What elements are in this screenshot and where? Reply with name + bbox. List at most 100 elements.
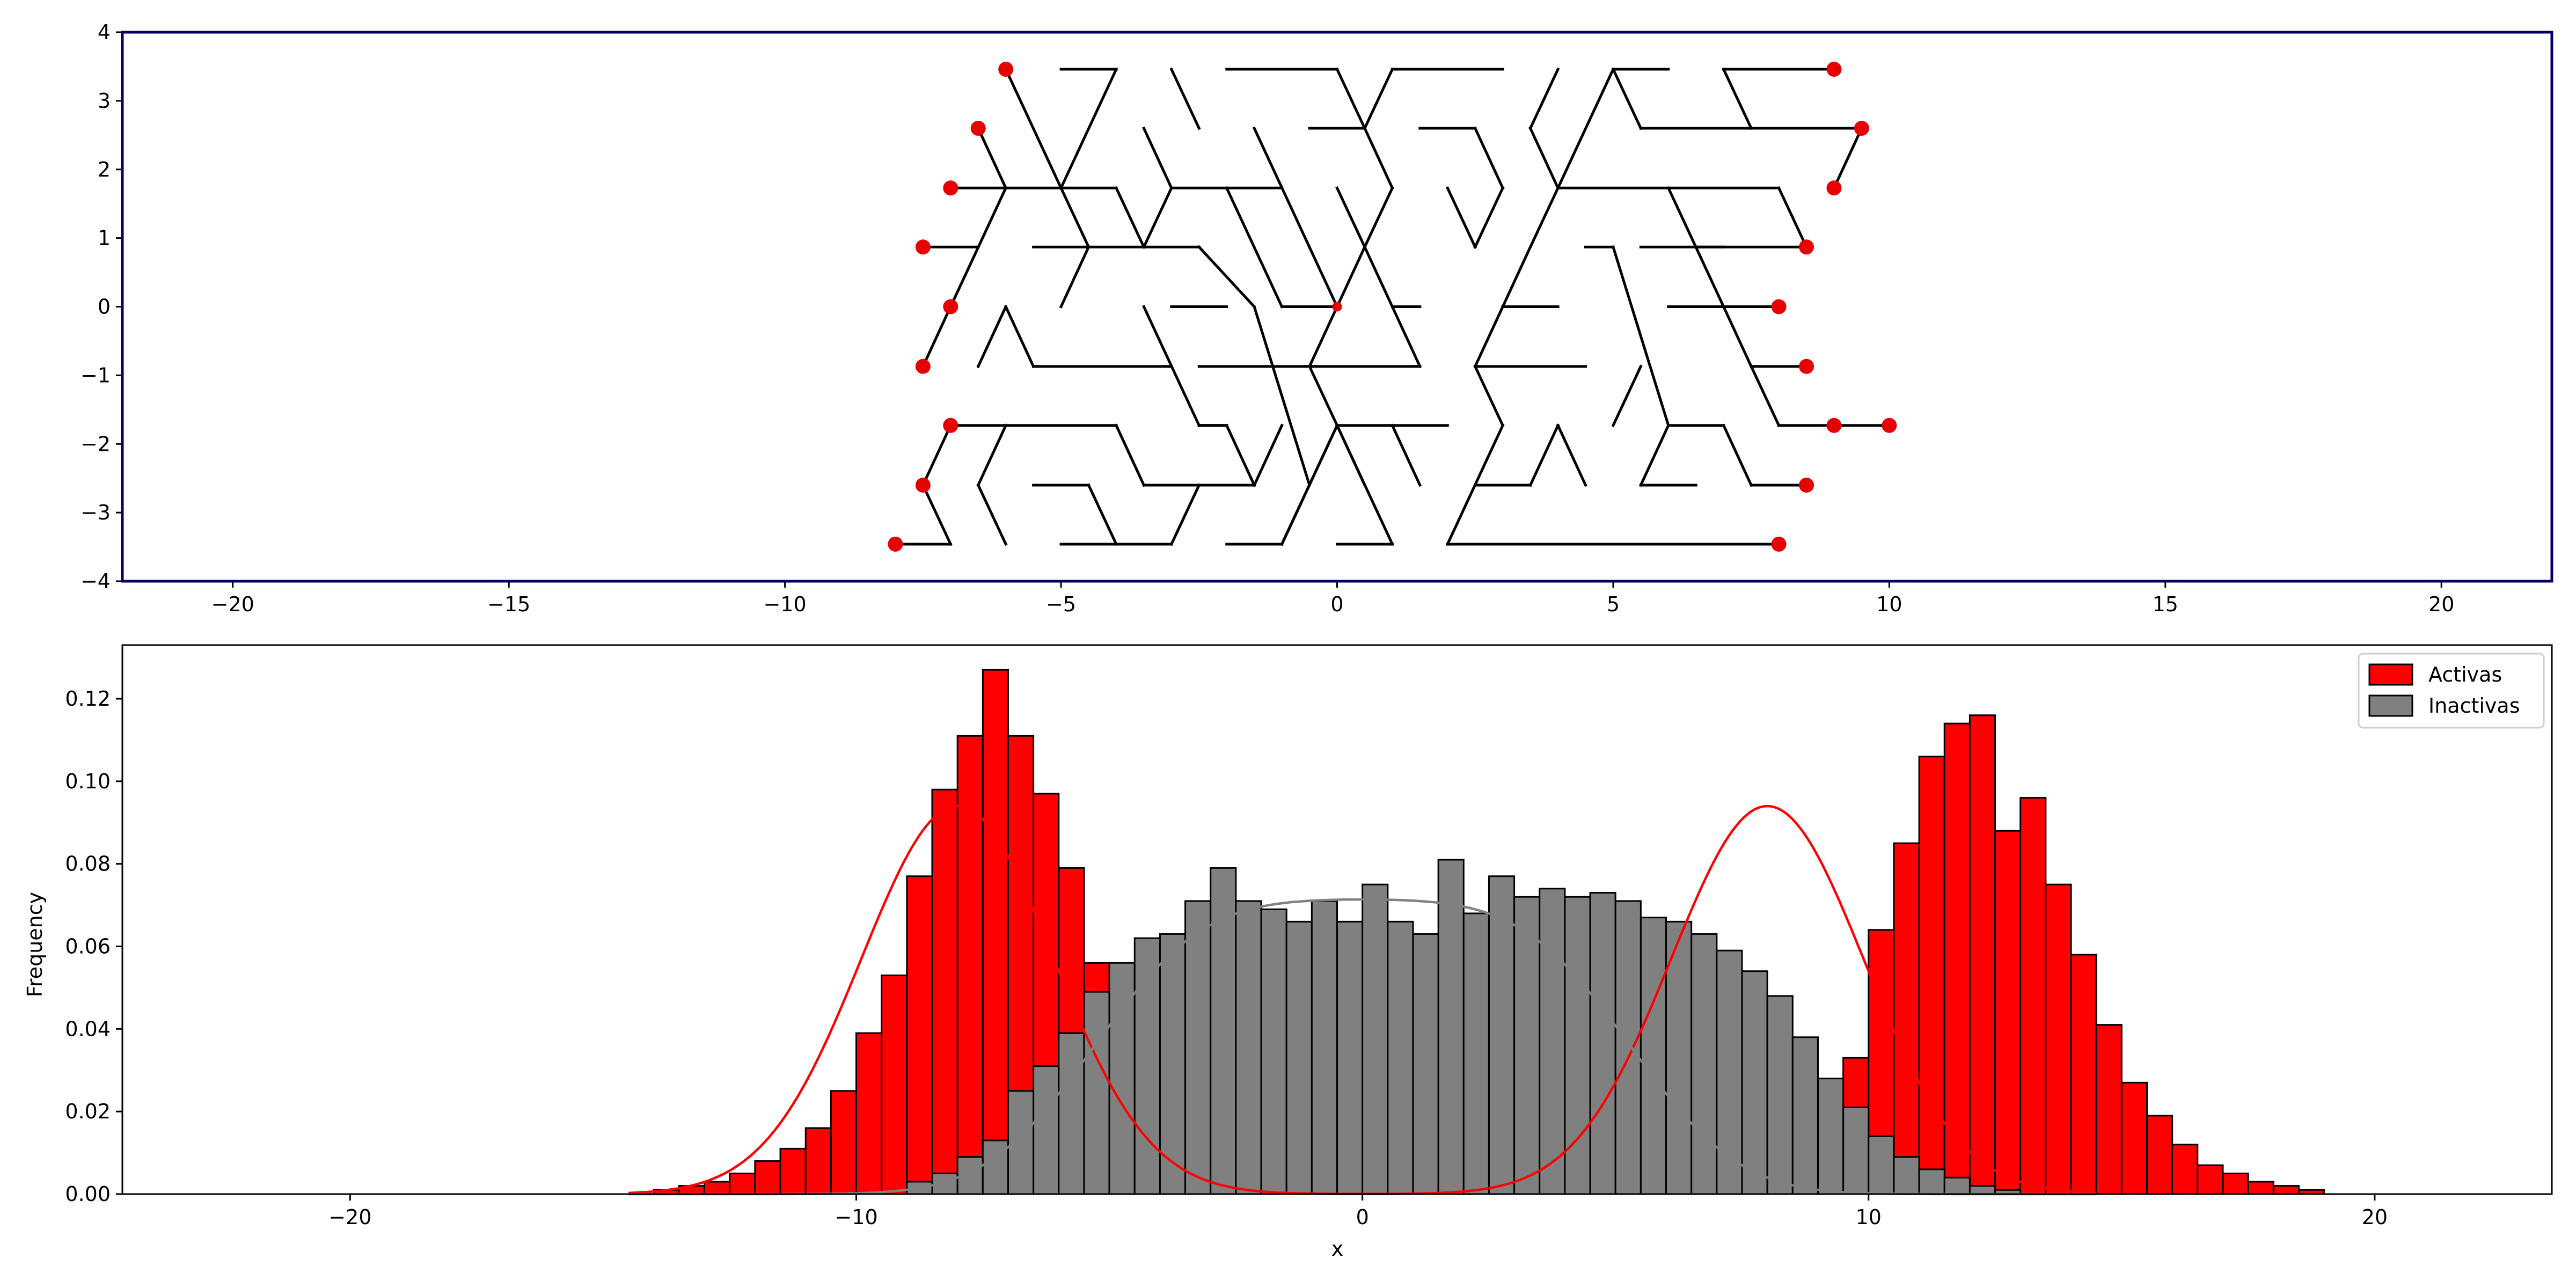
inactivas-bar [1665, 920, 1693, 1195]
y-tick-label: 0.10 [65, 770, 111, 793]
network-y-axis: −4 −3 −2 −1 0 1 2 3 4 [80, 20, 122, 593]
inactivas-bar [1033, 1065, 1060, 1195]
inactivas-bar [1968, 1185, 1996, 1195]
network-edge [1253, 305, 1312, 487]
y-tick-label: −3 [80, 501, 111, 524]
network-edges [894, 67, 1891, 546]
inactivas-bar [1614, 900, 1642, 1195]
activas-bar [729, 1173, 756, 1195]
y-tick-label: −2 [80, 432, 111, 456]
y-tick-label: 0.00 [65, 1182, 111, 1206]
legend-swatch [2368, 694, 2413, 717]
network-edge [1114, 423, 1146, 487]
network-edge [1391, 305, 1422, 369]
network-node [1854, 121, 1869, 136]
inactivas-bar [1058, 1032, 1085, 1195]
inactivas-bar [1868, 1135, 1895, 1195]
activas-bar [906, 875, 933, 1195]
network-node [1882, 418, 1897, 433]
activas-bar [2247, 1181, 2274, 1195]
inactivas-kde-curve [628, 898, 2097, 1196]
network-edge [1307, 364, 1339, 428]
network-edge [976, 483, 1008, 546]
activas-bar [956, 735, 984, 1195]
inactivas-bar [1210, 867, 1237, 1195]
histogram-bars [653, 669, 2325, 1195]
inactivas-bar [1260, 908, 1287, 1195]
inactivas-bar [1285, 920, 1313, 1195]
activas-bar [1994, 830, 2022, 1195]
network-edge [1611, 67, 1643, 130]
x-tick-label: 10 [1856, 1205, 1882, 1229]
network-edge [1556, 67, 1615, 190]
y-tick-label: 2 [98, 158, 111, 181]
network-node [915, 358, 931, 374]
x-tick-label: 0 [1330, 592, 1343, 616]
network-edge [976, 126, 1008, 190]
inactivas-bar [1083, 991, 1110, 1195]
inactivas-bar [1336, 920, 1364, 1195]
activas-bar [982, 669, 1009, 1195]
activas-bar [2070, 954, 2097, 1195]
network-edge [1335, 423, 1367, 487]
inactivas-bar [1437, 859, 1465, 1195]
network-edge [1611, 245, 1670, 427]
network-edge [1639, 423, 1671, 487]
network-node [888, 536, 903, 552]
histogram-y-axis: 0.00 0.02 0.04 0.06 0.08 0.10 0.12 [65, 687, 122, 1206]
network-node [1826, 418, 1842, 433]
network-x-axis: −20 −15 −10 −5 0 5 10 15 20 [211, 581, 2454, 616]
y-tick-label: 3 [98, 89, 111, 113]
y-tick-label: 0.04 [65, 1017, 111, 1041]
activas-bar [2095, 1024, 2123, 1195]
inactivas-bar [1235, 900, 1262, 1195]
legend-label: Inactivas [2428, 694, 2520, 718]
network-edge [1363, 67, 1394, 130]
network-node [943, 418, 958, 433]
network-edge [1169, 67, 1201, 130]
network-edge [1087, 483, 1118, 546]
activas-bar [754, 1160, 781, 1195]
activas-bar [855, 1032, 883, 1195]
network-edge [1169, 483, 1201, 546]
network-edge [1335, 67, 1367, 130]
legend: Activas Inactivas [2358, 653, 2545, 729]
x-tick-label: 0 [1356, 1205, 1369, 1229]
histogram-x-axis: −20 −10 0 10 20 [328, 1194, 2388, 1229]
inactivas-bar [1184, 900, 1212, 1195]
activas-bar [2045, 883, 2072, 1195]
network-edge [976, 423, 1008, 487]
inactivas-bar [1640, 917, 1667, 1195]
inactivas-bar [1488, 875, 1516, 1195]
inactivas-bar [1362, 883, 1389, 1195]
x-tick-label: −20 [328, 1205, 371, 1229]
activas-bar [779, 1147, 807, 1195]
inactivas-bar [1943, 1176, 1971, 1195]
activas-bar [2120, 1081, 2148, 1195]
network-edge [1722, 67, 1753, 130]
network-node [970, 121, 986, 136]
inactivas-bar [1690, 933, 1718, 1195]
network-edge [1363, 186, 1394, 249]
x-tick-label: 10 [1876, 592, 1902, 616]
network-edge [1142, 305, 1201, 428]
inactivas-bar [1893, 1156, 1920, 1195]
network-edge [1004, 305, 1035, 369]
inactivas-bar [1791, 1036, 1819, 1195]
y-tick-label: 1 [98, 226, 111, 250]
network-edge [1225, 423, 1256, 487]
network-edge [1528, 126, 1560, 190]
activas-bar [704, 1181, 731, 1195]
y-tick-label: −1 [80, 363, 111, 387]
activas-bar [830, 1090, 858, 1195]
network-edge [1777, 186, 1809, 249]
y-tick-label: 0.02 [65, 1100, 111, 1123]
network-node [1799, 358, 1814, 374]
network-edge [1307, 305, 1339, 369]
network-node [1826, 180, 1842, 196]
inactivas-bar [1311, 900, 1338, 1195]
x-axis-label: x [1331, 1237, 1344, 1261]
inactivas-bar [1412, 933, 1439, 1195]
network-edge [1391, 423, 1422, 487]
